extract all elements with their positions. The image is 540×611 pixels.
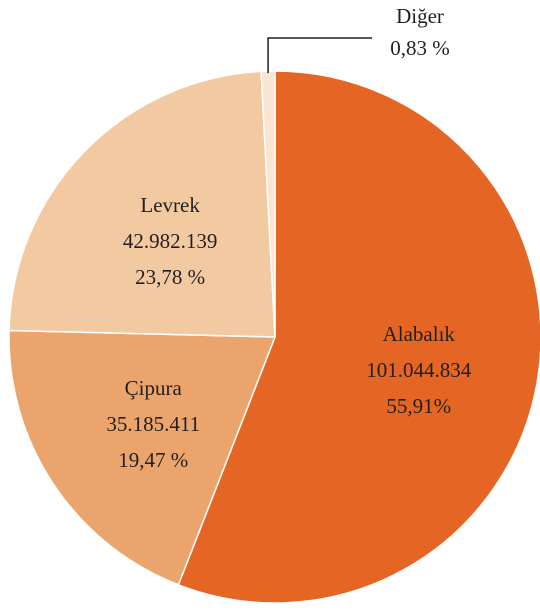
- value-label: 19,47 %: [118, 448, 188, 472]
- leader-line: [267, 37, 372, 74]
- value-label: 23,78 %: [135, 265, 205, 289]
- amount-label: 42.982.139: [123, 229, 218, 253]
- pie-slice: [8, 329, 277, 586]
- category-label: Diğer: [396, 4, 444, 28]
- pie-slice: [8, 70, 276, 338]
- pie-slice: [177, 70, 540, 604]
- value-label: 0,83 %: [390, 36, 450, 60]
- amount-label: 101.044.834: [366, 358, 472, 382]
- category-label: Çipura: [125, 376, 183, 400]
- amount-label: 35.185.411: [106, 412, 200, 436]
- category-label: Levrek: [140, 193, 200, 217]
- value-label: 55,91%: [386, 394, 451, 418]
- category-label: Alabalık: [383, 322, 456, 346]
